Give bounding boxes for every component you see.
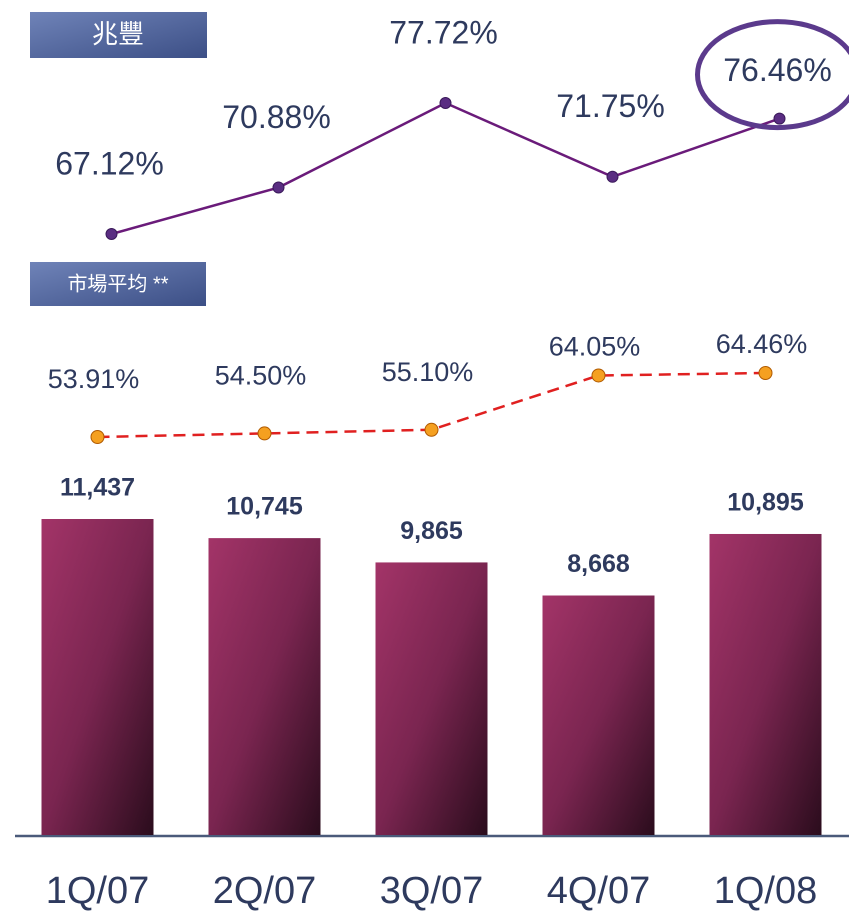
- legend-label: 市場平均 **: [67, 272, 168, 295]
- highlight-ellipse: [695, 19, 849, 131]
- bar-value-label: 10,895: [727, 489, 804, 517]
- bar-value-label: 9,865: [400, 517, 463, 545]
- point-value-label: 55.10%: [382, 357, 474, 387]
- legend-box: [30, 12, 207, 58]
- point-value-label: 54.50%: [215, 361, 307, 391]
- x-tick-label: 3Q/07: [380, 870, 484, 912]
- point-value-label: 67.12%: [55, 145, 164, 181]
- bar: [208, 538, 321, 835]
- marker: [90, 430, 105, 444]
- bar-value-label: 11,437: [60, 474, 135, 502]
- point-value-label: 70.88%: [222, 99, 331, 135]
- bar-value-label: 10,745: [226, 493, 303, 521]
- point-value-label: 71.75%: [556, 88, 665, 124]
- x-tick-label: 4Q/07: [547, 870, 651, 912]
- marker: [773, 112, 786, 125]
- bar: [41, 519, 154, 835]
- point-value-label: 53.91%: [48, 364, 140, 394]
- marker: [758, 366, 773, 380]
- legend-box: [30, 262, 206, 306]
- bar: [375, 562, 488, 835]
- point-value-label: 77.72%: [389, 14, 498, 50]
- line: [111, 101, 780, 236]
- bar: [709, 533, 822, 835]
- point-value-label: 64.46%: [716, 329, 808, 359]
- marker: [257, 426, 272, 441]
- point-value-label: 64.05%: [549, 332, 641, 362]
- marker: [105, 228, 118, 240]
- x-tick-label: 1Q/08: [714, 870, 818, 912]
- marker: [272, 181, 285, 194]
- x-tick-label: 1Q/07: [46, 870, 150, 912]
- marker: [591, 368, 606, 383]
- marker: [424, 422, 439, 437]
- bar: [542, 595, 655, 835]
- marker: [439, 97, 452, 109]
- point-value-label: 76.46%: [723, 52, 832, 88]
- bar-value-label: 8,668: [567, 550, 630, 578]
- x-tick-label: 2Q/07: [213, 870, 317, 912]
- marker: [606, 170, 619, 183]
- legend-label: 兆豐: [92, 19, 144, 49]
